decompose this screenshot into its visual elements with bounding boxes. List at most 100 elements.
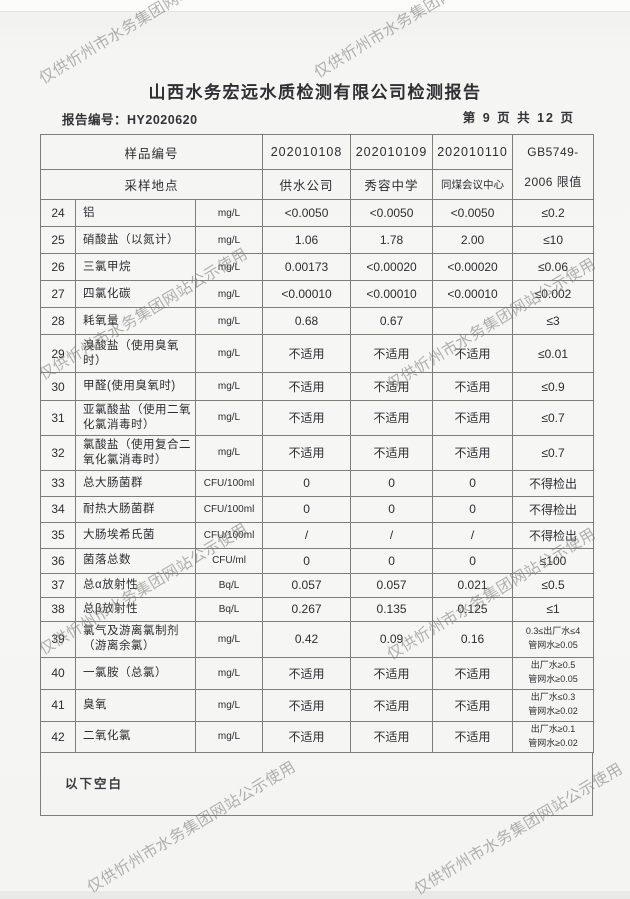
- cell-limit: ≤3: [512, 307, 595, 335]
- table-row: 35 大肠埃希氏菌 CFU/100ml / / / 不得检出: [40, 521, 595, 549]
- cell-limit: ≤0.002: [512, 280, 595, 308]
- cell-item-name: 四氯化碳: [75, 280, 196, 308]
- cell-seq-no: 29: [40, 334, 76, 373]
- cell-value-3: <0.00010: [432, 280, 514, 308]
- cell-unit: CFU/ml: [194, 547, 264, 574]
- table-row: 29 溴酸盐（使用臭氧时） mg/L 不适用 不适用 不适用 ≤0.01: [40, 334, 595, 373]
- location-cell: 同煤会议中心: [432, 169, 514, 200]
- cell-value-1: 不适用: [262, 720, 352, 753]
- cell-value-2: 不适用: [350, 334, 434, 373]
- table-row: 26 三氯甲烷 mg/L 0.00173 <0.00020 <0.00020 ≤0.06: [40, 253, 595, 281]
- cell-item-name: 亚氯酸盐（使用二氧化氯消毒时）: [75, 400, 196, 436]
- page-indicator: 第 9 页 共 12 页: [462, 111, 575, 125]
- cell-value-3: 不适用: [432, 656, 514, 690]
- table-row: 32 氯酸盐（使用复合二氧化氯消毒时） mg/L 不适用 不适用 不适用 ≤0.7: [40, 434, 595, 471]
- cell-value-1: 不适用: [262, 434, 352, 471]
- cell-item-name: 总β放射性: [75, 596, 196, 622]
- cell-seq-no: 37: [40, 572, 76, 598]
- cell-value-3: 2.00: [432, 226, 514, 254]
- cell-value-3: 不适用: [432, 688, 514, 722]
- cell-value-1: 不适用: [262, 334, 352, 373]
- cell-item-name: 大肠埃希氏菌: [75, 521, 196, 549]
- cell-seq-no: 31: [40, 400, 76, 436]
- cell-seq-no: 39: [40, 620, 76, 658]
- table-row: 31 亚氯酸盐（使用二氧化氯消毒时） mg/L 不适用 不适用 不适用 ≤0.7: [40, 400, 595, 436]
- table-row: 38 总β放射性 Bq/L 0.267 0.135 0.125 ≤1: [40, 596, 595, 622]
- cell-value-2: 不适用: [350, 400, 434, 436]
- results-table-container: 样品编号 202010108 202010109 202010110 GB574…: [39, 133, 595, 816]
- cell-seq-no: 32: [40, 434, 76, 471]
- cell-seq-no: 34: [40, 495, 76, 523]
- cell-value-3: 0.16: [432, 620, 514, 658]
- table-row: 27 四氯化碳 mg/L <0.00010 <0.00010 <0.00010 ≤0.002: [40, 280, 595, 308]
- cell-value-2: 不适用: [350, 688, 434, 722]
- cell-limit: ≤0.7: [512, 400, 595, 436]
- cell-item-name: 总α放射性: [75, 572, 196, 598]
- blank-note-box: 以下空白: [40, 751, 593, 816]
- cell-value-1: <0.00010: [262, 280, 352, 308]
- cell-unit: mg/L: [194, 688, 264, 722]
- cell-item-name: 铝: [75, 199, 196, 227]
- cell-item-name: 三氯甲烷: [75, 253, 196, 281]
- cell-item-name: 耗氧量: [75, 307, 196, 335]
- table-row: 36 菌落总数 CFU/ml 0 0 0 ≤100: [40, 547, 595, 574]
- cell-item-name: 氯气及游离氯制剂（游离余氯）: [75, 620, 196, 658]
- cell-value-2: 0.135: [350, 596, 434, 622]
- sample-id-label-cell: 样品编号: [39, 133, 264, 171]
- report-number-label: 报告编号：: [62, 113, 128, 127]
- cell-limit: ≤0.2: [512, 199, 595, 227]
- cell-unit: mg/L: [194, 620, 264, 658]
- cell-seq-no: 38: [40, 596, 76, 622]
- cell-value-1: 0.68: [262, 307, 352, 335]
- cell-value-2: 1.78: [350, 226, 434, 254]
- limit-header-cell: GB5749- 2006 限值: [512, 134, 595, 200]
- cell-seq-no: 41: [40, 688, 76, 722]
- cell-limit: 出厂水≤0.3 管网水≥0.02: [512, 688, 595, 722]
- header-row-sample-id: 样品编号 202010108 202010109 202010110 GB574…: [39, 133, 595, 200]
- cell-unit: mg/L: [194, 307, 264, 335]
- sample-id-cell: 202010110: [432, 133, 514, 171]
- cell-value-3: 不适用: [432, 720, 514, 753]
- cell-value-1: 不适用: [262, 372, 352, 401]
- cell-value-1: 0.42: [262, 620, 352, 658]
- cell-value-2: 0: [350, 495, 434, 523]
- cell-value-3: 0.021: [432, 572, 514, 598]
- cell-seq-no: 27: [40, 280, 76, 308]
- cell-seq-no: 28: [40, 307, 76, 335]
- cell-limit: ≤100: [512, 547, 595, 574]
- cell-value-1: /: [262, 521, 352, 549]
- cell-unit: Bq/L: [194, 572, 264, 598]
- table-row: 25 硝酸盐（以氮计） mg/L 1.06 1.78 2.00 ≤10: [40, 226, 595, 254]
- cell-value-1: 不适用: [262, 688, 352, 722]
- cell-limit: 不得检出: [512, 495, 595, 523]
- cell-value-3: 不适用: [432, 400, 514, 436]
- cell-unit: mg/L: [194, 372, 264, 401]
- cell-seq-no: 30: [40, 372, 76, 401]
- watermark-text: 仅供忻州市水务集团网站公示使用: [36, 0, 251, 88]
- cell-value-1: 0.00173: [262, 253, 352, 281]
- cell-seq-no: 35: [40, 521, 76, 549]
- cell-limit: 不得检出: [512, 521, 595, 549]
- cell-limit: ≤0.5: [512, 572, 595, 598]
- cell-value-2: 0.09: [350, 620, 434, 658]
- cell-value-3: 不适用: [432, 372, 514, 401]
- cell-seq-no: 33: [40, 469, 76, 497]
- cell-limit: ≤0.06: [512, 253, 595, 281]
- cell-item-name: 氯酸盐（使用复合二氧化氯消毒时）: [75, 434, 196, 471]
- cell-value-2: 不适用: [350, 372, 434, 401]
- cell-limit: ≤0.9: [512, 372, 595, 401]
- page-title: 山西水务宏远水质检测有限公司检测报告: [148, 83, 482, 102]
- cell-unit: mg/L: [194, 720, 264, 753]
- cell-value-2: <0.0050: [350, 199, 434, 227]
- cell-value-3: <0.0050: [432, 199, 514, 227]
- cell-value-3: <0.00020: [432, 253, 514, 281]
- table-row: 39 氯气及游离氯制剂（游离余氯） mg/L 0.42 0.09 0.16 0.3≤出厂水≤…: [40, 620, 595, 658]
- table-row: 41 臭氧 mg/L 不适用 不适用 不适用 出厂水≤0.3 管网水≥0.02: [40, 688, 595, 722]
- location-label-cell: 采样地点: [39, 169, 264, 200]
- header-row-location: 采样地点 供水公司 秀容中学 同煤会议中心: [39, 169, 594, 200]
- cell-item-name: 耐热大肠菌群: [75, 495, 196, 523]
- cell-value-1: <0.0050: [262, 199, 352, 227]
- cell-value-2: 不适用: [350, 434, 434, 471]
- scan-edge: [0, 0, 630, 12]
